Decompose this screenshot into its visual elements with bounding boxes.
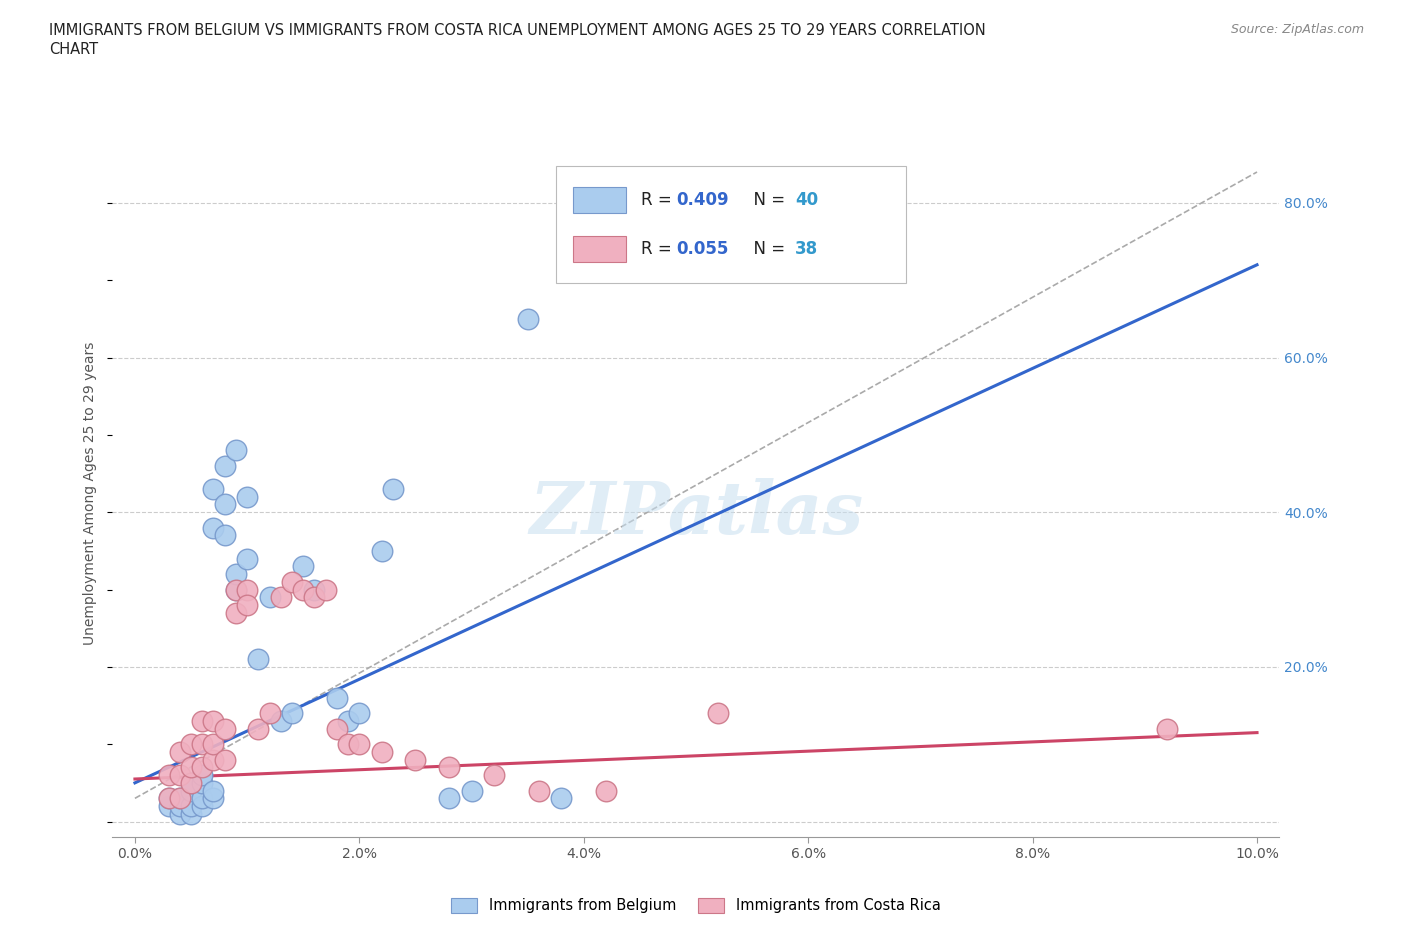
Point (191, 790, 214, 805)
Point (180, 737, 202, 751)
Point (437, 760, 460, 775)
Point (304, 582, 326, 597)
Point (259, 590, 281, 604)
Point (270, 713, 292, 728)
Point (404, 752, 426, 767)
Point (292, 582, 315, 597)
Text: R =: R = (641, 192, 678, 209)
Text: 40: 40 (796, 192, 818, 209)
FancyBboxPatch shape (555, 166, 905, 283)
Point (214, 528, 236, 543)
Point (202, 520, 225, 535)
Point (157, 790, 180, 805)
Point (315, 582, 337, 597)
Point (169, 806, 191, 821)
Point (482, 767, 505, 782)
Point (304, 590, 326, 604)
Point (247, 722, 270, 737)
Text: CHART: CHART (49, 42, 98, 57)
Point (326, 722, 349, 737)
Point (202, 790, 225, 805)
Point (247, 652, 270, 667)
Point (281, 575, 304, 590)
Point (225, 443, 247, 458)
Point (191, 737, 214, 751)
Point (214, 458, 236, 473)
Point (707, 706, 730, 721)
Point (527, 783, 550, 798)
Point (595, 783, 617, 798)
Point (180, 776, 202, 790)
Point (292, 559, 315, 574)
Point (225, 582, 247, 597)
Point (236, 551, 259, 566)
Point (180, 776, 202, 790)
Point (236, 489, 259, 504)
Point (191, 713, 214, 728)
Point (516, 312, 538, 326)
Legend: Immigrants from Belgium, Immigrants from Costa Rica: Immigrants from Belgium, Immigrants from… (446, 892, 946, 919)
Point (202, 713, 225, 728)
Point (214, 722, 236, 737)
Point (180, 760, 202, 775)
Point (236, 598, 259, 613)
Point (191, 799, 214, 814)
Point (169, 745, 191, 760)
Point (180, 799, 202, 814)
Point (371, 543, 394, 558)
Point (259, 706, 281, 721)
Point (326, 690, 349, 705)
Point (281, 706, 304, 721)
Point (460, 783, 482, 798)
Point (437, 790, 460, 805)
Point (382, 482, 405, 497)
Text: IMMIGRANTS FROM BELGIUM VS IMMIGRANTS FROM COSTA RICA UNEMPLOYMENT AMONG AGES 25: IMMIGRANTS FROM BELGIUM VS IMMIGRANTS FR… (49, 23, 986, 38)
Text: 38: 38 (796, 240, 818, 258)
Text: 0.409: 0.409 (676, 192, 728, 209)
Point (550, 790, 572, 805)
Point (236, 582, 259, 597)
Point (371, 745, 394, 760)
Point (1156, 722, 1178, 737)
Point (349, 706, 371, 721)
Text: N =: N = (742, 240, 790, 258)
Point (225, 605, 247, 620)
Point (337, 713, 360, 728)
Point (169, 790, 191, 805)
Text: N =: N = (742, 192, 790, 209)
Point (202, 737, 225, 751)
Point (202, 783, 225, 798)
Point (191, 760, 214, 775)
Point (157, 799, 180, 814)
FancyBboxPatch shape (574, 235, 626, 261)
Point (157, 767, 180, 782)
Point (191, 767, 214, 782)
Point (337, 737, 360, 751)
Point (270, 590, 292, 604)
Point (225, 582, 247, 597)
Point (169, 767, 191, 782)
FancyBboxPatch shape (574, 187, 626, 214)
Point (214, 752, 236, 767)
Point (191, 776, 214, 790)
Text: R =: R = (641, 240, 678, 258)
Point (202, 482, 225, 497)
Point (169, 799, 191, 814)
Y-axis label: Unemployment Among Ages 25 to 29 years: Unemployment Among Ages 25 to 29 years (83, 341, 97, 644)
Text: ZIPatlas: ZIPatlas (529, 478, 863, 549)
Point (180, 783, 202, 798)
Point (169, 790, 191, 805)
Point (157, 790, 180, 805)
Point (202, 752, 225, 767)
Text: Source: ZipAtlas.com: Source: ZipAtlas.com (1230, 23, 1364, 36)
Point (225, 566, 247, 581)
Point (214, 497, 236, 512)
Point (180, 806, 202, 821)
Text: 0.055: 0.055 (676, 240, 728, 258)
Point (349, 737, 371, 751)
